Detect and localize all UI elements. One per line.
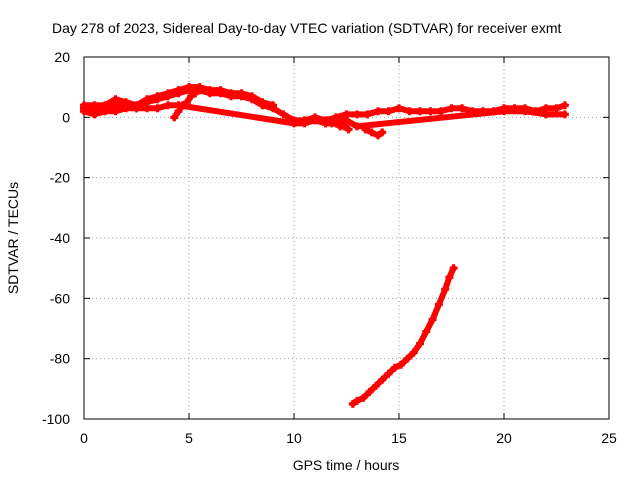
y-tick-label: 20 <box>54 49 70 65</box>
series-trace <box>349 265 457 407</box>
x-tick-label: 25 <box>601 430 617 446</box>
y-tick-label: -20 <box>50 170 70 186</box>
x-tick-label: 5 <box>185 430 193 446</box>
series-lower-curve <box>348 264 458 408</box>
series-descending-arc <box>170 86 208 122</box>
x-tick-label: 0 <box>80 430 88 446</box>
y-tick-label: -100 <box>42 411 70 427</box>
chart-title: Day 278 of 2023, Sidereal Day-to-day VTE… <box>52 20 561 36</box>
series-lower-band <box>80 101 569 131</box>
series-trace <box>362 126 386 139</box>
x-tick-label: 10 <box>286 430 302 446</box>
series-trace <box>324 117 352 133</box>
series-trace <box>81 102 568 130</box>
y-tick-label: -80 <box>50 351 70 367</box>
y-tick-label: -60 <box>50 290 70 306</box>
series-main <box>80 86 569 125</box>
x-axis-label: GPS time / hours <box>293 457 400 473</box>
series-post-10h-branch <box>323 116 353 134</box>
y-tick-label: 0 <box>62 109 70 125</box>
data-points <box>80 83 569 408</box>
series-trace <box>171 87 207 121</box>
y-axis-label: SDTVAR / TECUs <box>5 182 21 294</box>
series-trace <box>81 84 276 109</box>
y-tick-label: -40 <box>50 230 70 246</box>
x-tick-label: 20 <box>496 430 512 446</box>
axis-ticks: 0 5 10 15 20 25 -100 -80 -60 -40 -20 0 20 <box>42 49 617 446</box>
series-isolated-points <box>361 125 387 140</box>
x-tick-label: 15 <box>391 430 407 446</box>
